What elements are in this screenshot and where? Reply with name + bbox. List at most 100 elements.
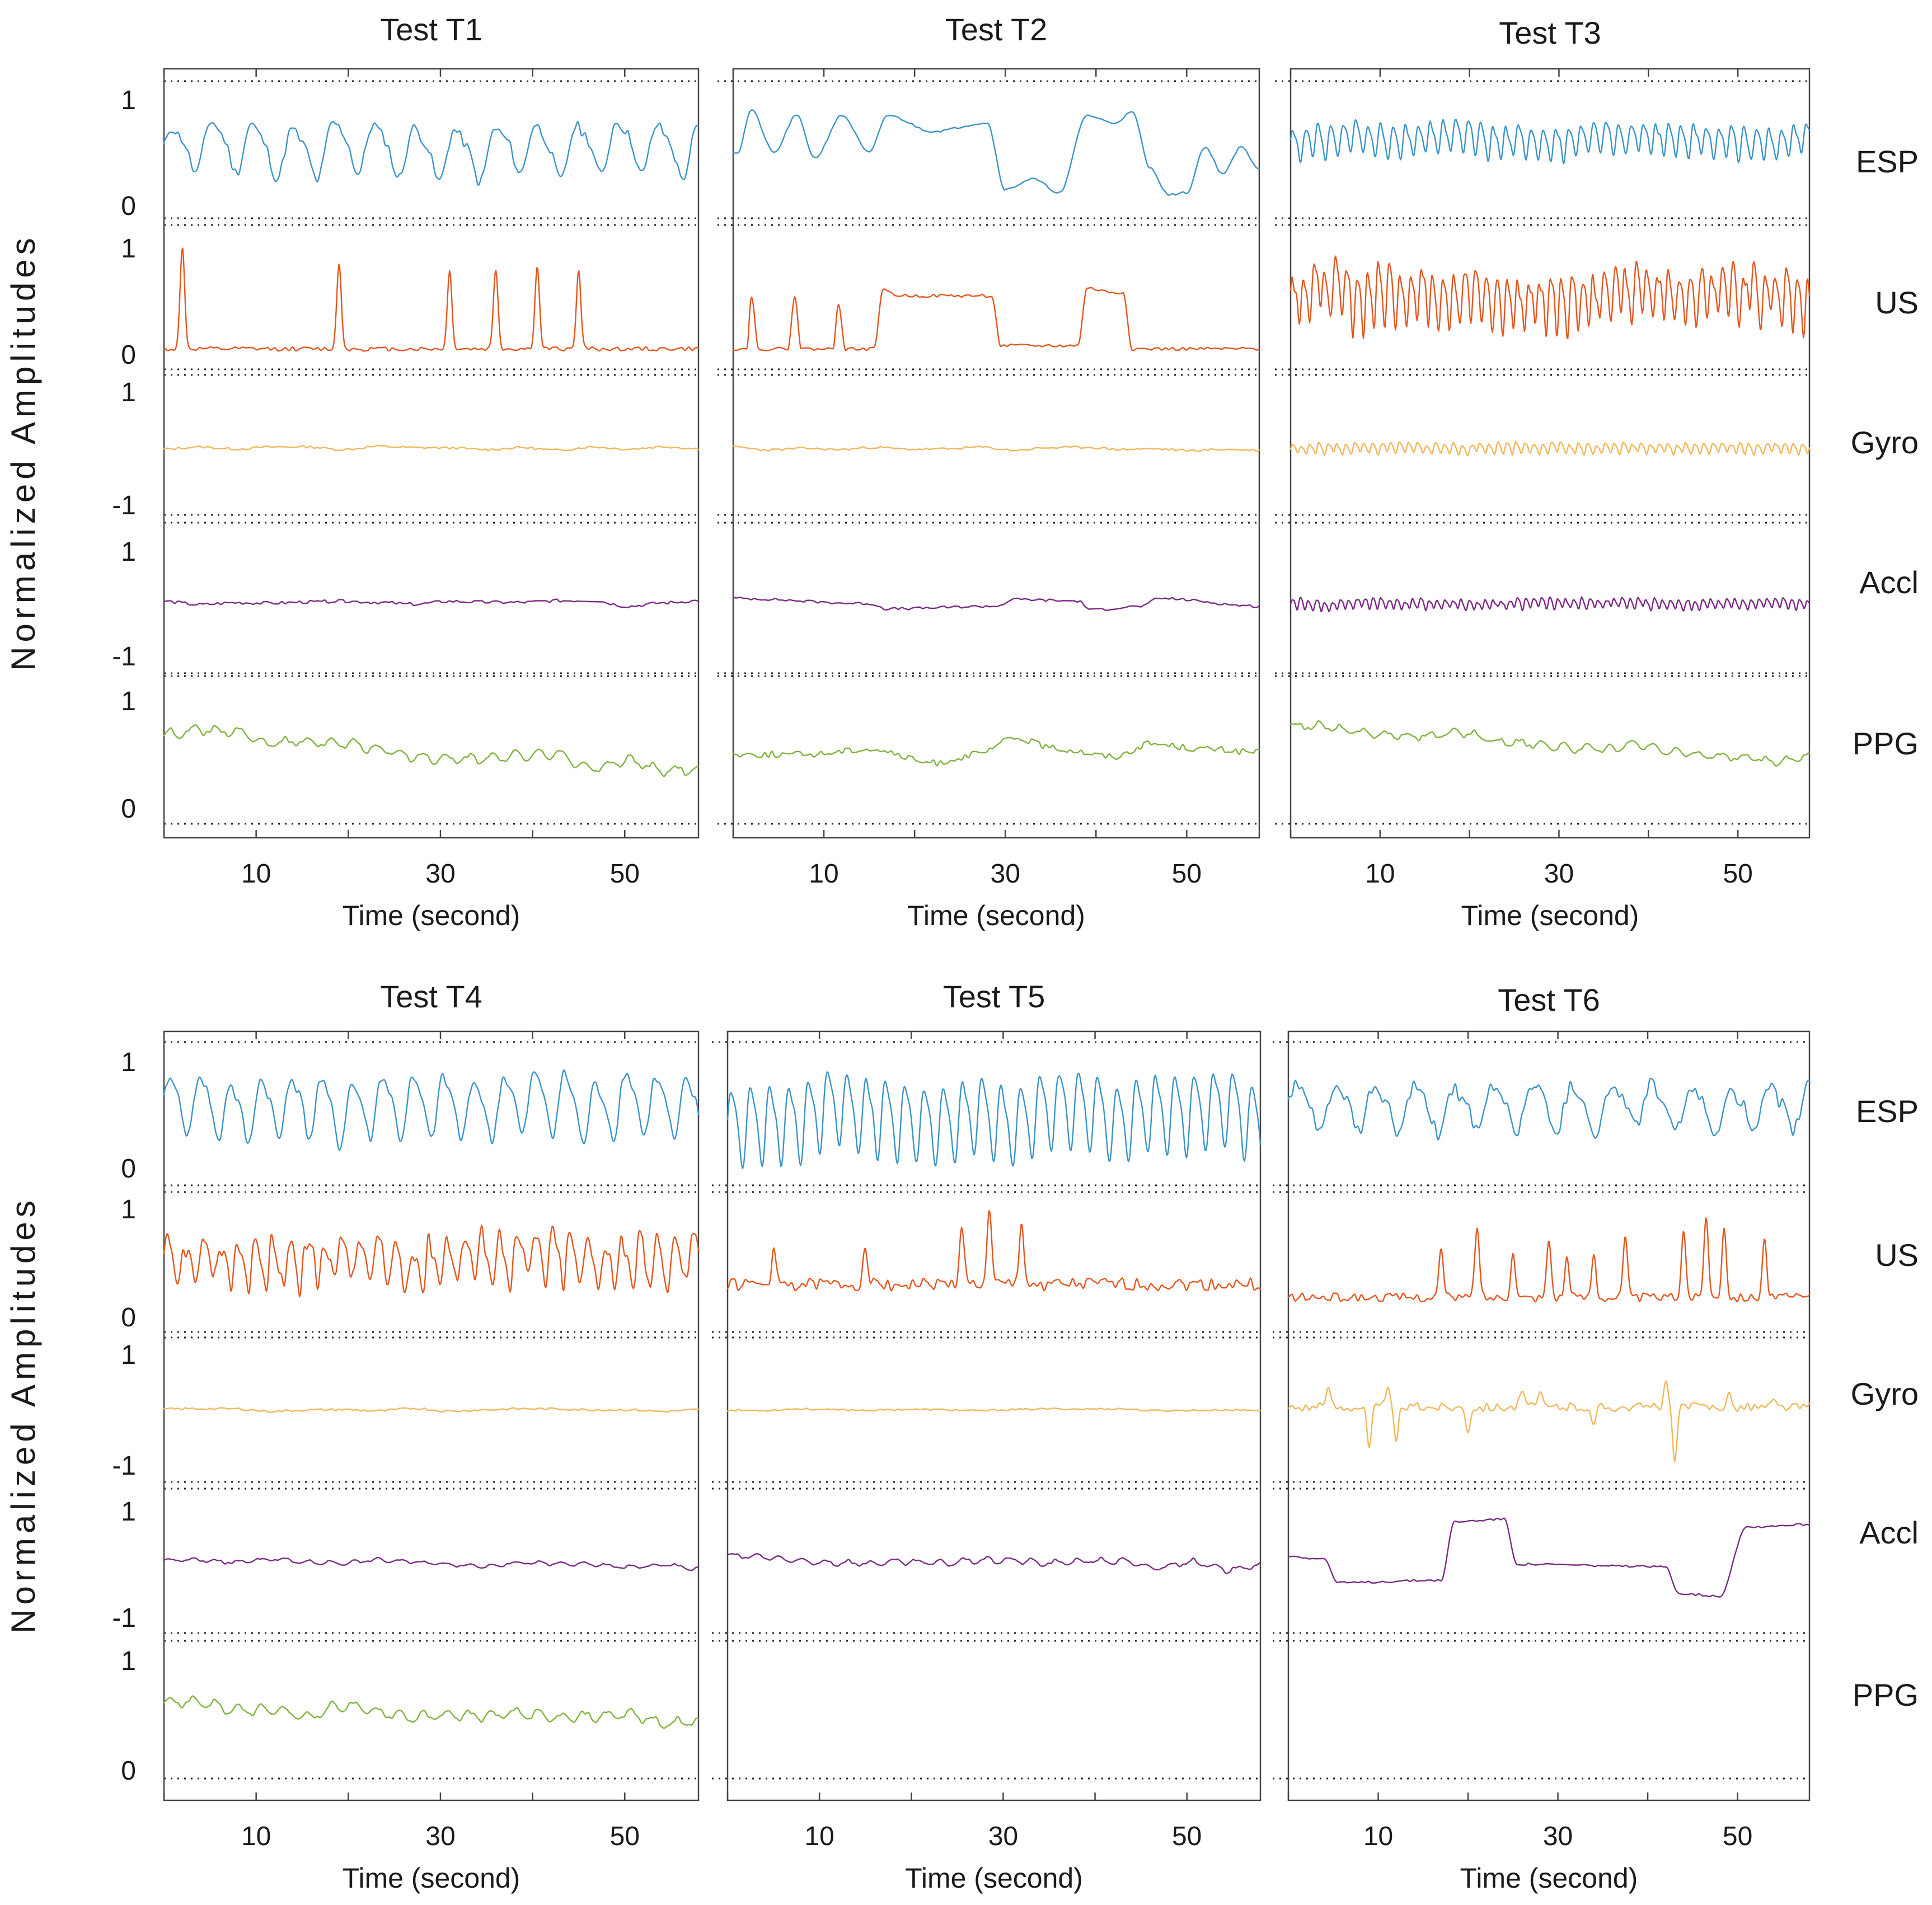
chart-panel-5: Test T5 10 30 50 Time (second) [712, 979, 1262, 1894]
x-tick-label: 30 [991, 859, 1020, 889]
y-tick-label: 0 [121, 1303, 136, 1332]
chart-panel-2: Test T2 10 30 50 Time (second) [718, 12, 1260, 931]
y-tick-label: 1 [121, 234, 136, 264]
x-tick-label: 30 [425, 1822, 455, 1851]
series-accl-line [726, 1553, 1262, 1574]
series-us-line [1287, 1217, 1811, 1303]
series-accl-line [732, 597, 1260, 611]
series-accl-line [1289, 596, 1811, 612]
chart-panel-3: Test T3 10 30 50 Time (second) [1275, 15, 1811, 931]
x-tick-label: 30 [1544, 859, 1574, 889]
y-tick-label: 0 [121, 340, 136, 370]
panel-title: Test T4 [380, 979, 482, 1014]
x-tick-label: 10 [809, 859, 838, 889]
series-ppg-line [732, 736, 1260, 767]
y-tick-label: 0 [121, 191, 136, 221]
y-tick-label: 0 [121, 794, 136, 824]
x-tick-label: 10 [241, 859, 271, 889]
series-gyro-line [1287, 1380, 1811, 1462]
x-tick-label: 10 [1363, 1822, 1393, 1851]
series-esp-line [163, 121, 700, 186]
x-tick-label: 50 [1172, 1822, 1202, 1851]
series-ppg-line [163, 724, 700, 777]
x-tick-label: 30 [1543, 1822, 1573, 1851]
series-ppg-line [1289, 720, 1811, 767]
signal-label-accl: Accl [1859, 1515, 1919, 1550]
series-esp-line [163, 1069, 700, 1151]
series-gyro-line [163, 1407, 700, 1413]
panel-title: Test T2 [945, 12, 1048, 47]
chart-panel-6: Test T6 10 30 50 Time (second) [1273, 982, 1811, 1894]
x-axis-label: Time (second) [1460, 1862, 1638, 1894]
y-tick-label: 1 [121, 687, 136, 716]
series-us-line [1289, 255, 1811, 340]
signal-label-us: US [1875, 285, 1919, 320]
signal-labels-layer: ESP US Gyro Accl PPG ESP US Gyro Accl PPG [1851, 144, 1919, 1712]
panel-frame [163, 1030, 700, 1801]
panel-frame [732, 68, 1260, 839]
panel-title: Test T5 [943, 979, 1045, 1014]
series-accl-line [163, 598, 700, 608]
y-tick-label: -1 [112, 491, 136, 520]
x-axis-label: Time (second) [905, 1862, 1083, 1894]
x-axis-label: Time (second) [343, 900, 520, 931]
series-us-line [732, 287, 1260, 351]
x-axis-label: Time (second) [1461, 900, 1639, 931]
signal-label-esp: ESP [1856, 144, 1919, 179]
panel-title: Test T3 [1499, 15, 1601, 50]
signal-label-ppg: PPG [1853, 726, 1919, 761]
y-tick-label: 1 [121, 1646, 136, 1676]
panel-frame [1287, 1030, 1811, 1801]
panel-frame [726, 1030, 1262, 1801]
y-tick-label: 1 [121, 1048, 136, 1077]
x-tick-label: 50 [1172, 859, 1202, 889]
y-tick-label: 1 [121, 378, 136, 407]
signal-label-ppg: PPG [1853, 1677, 1919, 1712]
series-gyro-line [1289, 440, 1811, 457]
signal-label-esp: ESP [1856, 1094, 1919, 1129]
panel-title: Test T1 [380, 12, 482, 47]
series-us-line [163, 247, 700, 352]
series-gyro-line [726, 1407, 1262, 1412]
series-accl-line [1287, 1517, 1811, 1598]
y-tick-label: 1 [121, 1497, 136, 1527]
series-esp-line [732, 109, 1260, 196]
y-tick-label: 0 [121, 1154, 136, 1184]
x-tick-label: 10 [804, 1822, 834, 1851]
y-axis-label-bottom: Normalized Amplitudes [4, 1196, 42, 1634]
series-ppg-line [163, 1695, 700, 1729]
panel-frame [1289, 68, 1811, 839]
x-axis-label: Time (second) [343, 1862, 520, 1894]
series-accl-line [163, 1556, 700, 1571]
y-tick-label: 1 [121, 1195, 136, 1224]
y-tick-label: -1 [112, 642, 136, 672]
y-tick-label: 0 [121, 1756, 136, 1786]
series-gyro-line [163, 444, 700, 452]
x-tick-label: 30 [988, 1822, 1018, 1851]
panel-title: Test T6 [1498, 982, 1600, 1017]
x-axis-label: Time (second) [907, 900, 1085, 931]
y-tick-label: -1 [112, 1603, 136, 1633]
x-tick-label: 10 [1365, 859, 1395, 889]
panel-frame [163, 68, 700, 839]
y-tick-label: 1 [121, 1340, 136, 1370]
x-tick-label: 50 [1723, 859, 1752, 889]
y-tick-label: -1 [112, 1451, 136, 1481]
signal-label-gyro: Gyro [1851, 1376, 1919, 1411]
signal-label-accl: Accl [1859, 565, 1919, 600]
series-esp-line [1289, 119, 1811, 165]
y-axis-label-top: Normalized Amplitudes [4, 233, 42, 671]
series-us-line [726, 1210, 1262, 1292]
x-tick-label: 50 [610, 859, 640, 889]
series-gyro-line [732, 445, 1260, 452]
x-tick-label: 50 [1723, 1822, 1752, 1851]
series-esp-line [726, 1071, 1262, 1169]
x-tick-label: 50 [610, 1822, 640, 1851]
y-tick-label: 1 [121, 537, 136, 567]
series-esp-line [1287, 1077, 1811, 1141]
series-us-line [163, 1224, 700, 1298]
signal-label-gyro: Gyro [1851, 425, 1919, 460]
